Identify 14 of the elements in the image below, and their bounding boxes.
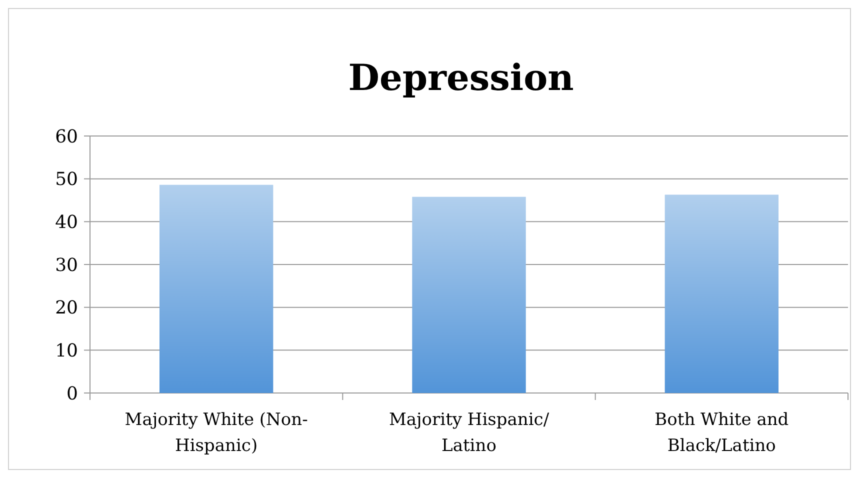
y-tick-label: 0 [66, 383, 78, 404]
bar [664, 194, 779, 393]
y-tick-label: 10 [55, 340, 78, 362]
y-tick-label: 20 [55, 298, 78, 319]
y-tick-label: 60 [55, 126, 78, 148]
bar [412, 196, 526, 393]
x-tick-label: Both White and Black/Latino [654, 410, 789, 456]
y-tick-label: 50 [55, 169, 78, 190]
x-tick-label: Majority White (Non-Hispanic) [124, 410, 308, 456]
y-tick-label: 30 [55, 254, 78, 276]
chart-title: Depression [348, 57, 574, 99]
bar [159, 184, 274, 393]
x-tick-label: Majority Hispanic/Latino [388, 410, 550, 456]
y-tick-label: 40 [55, 212, 78, 233]
